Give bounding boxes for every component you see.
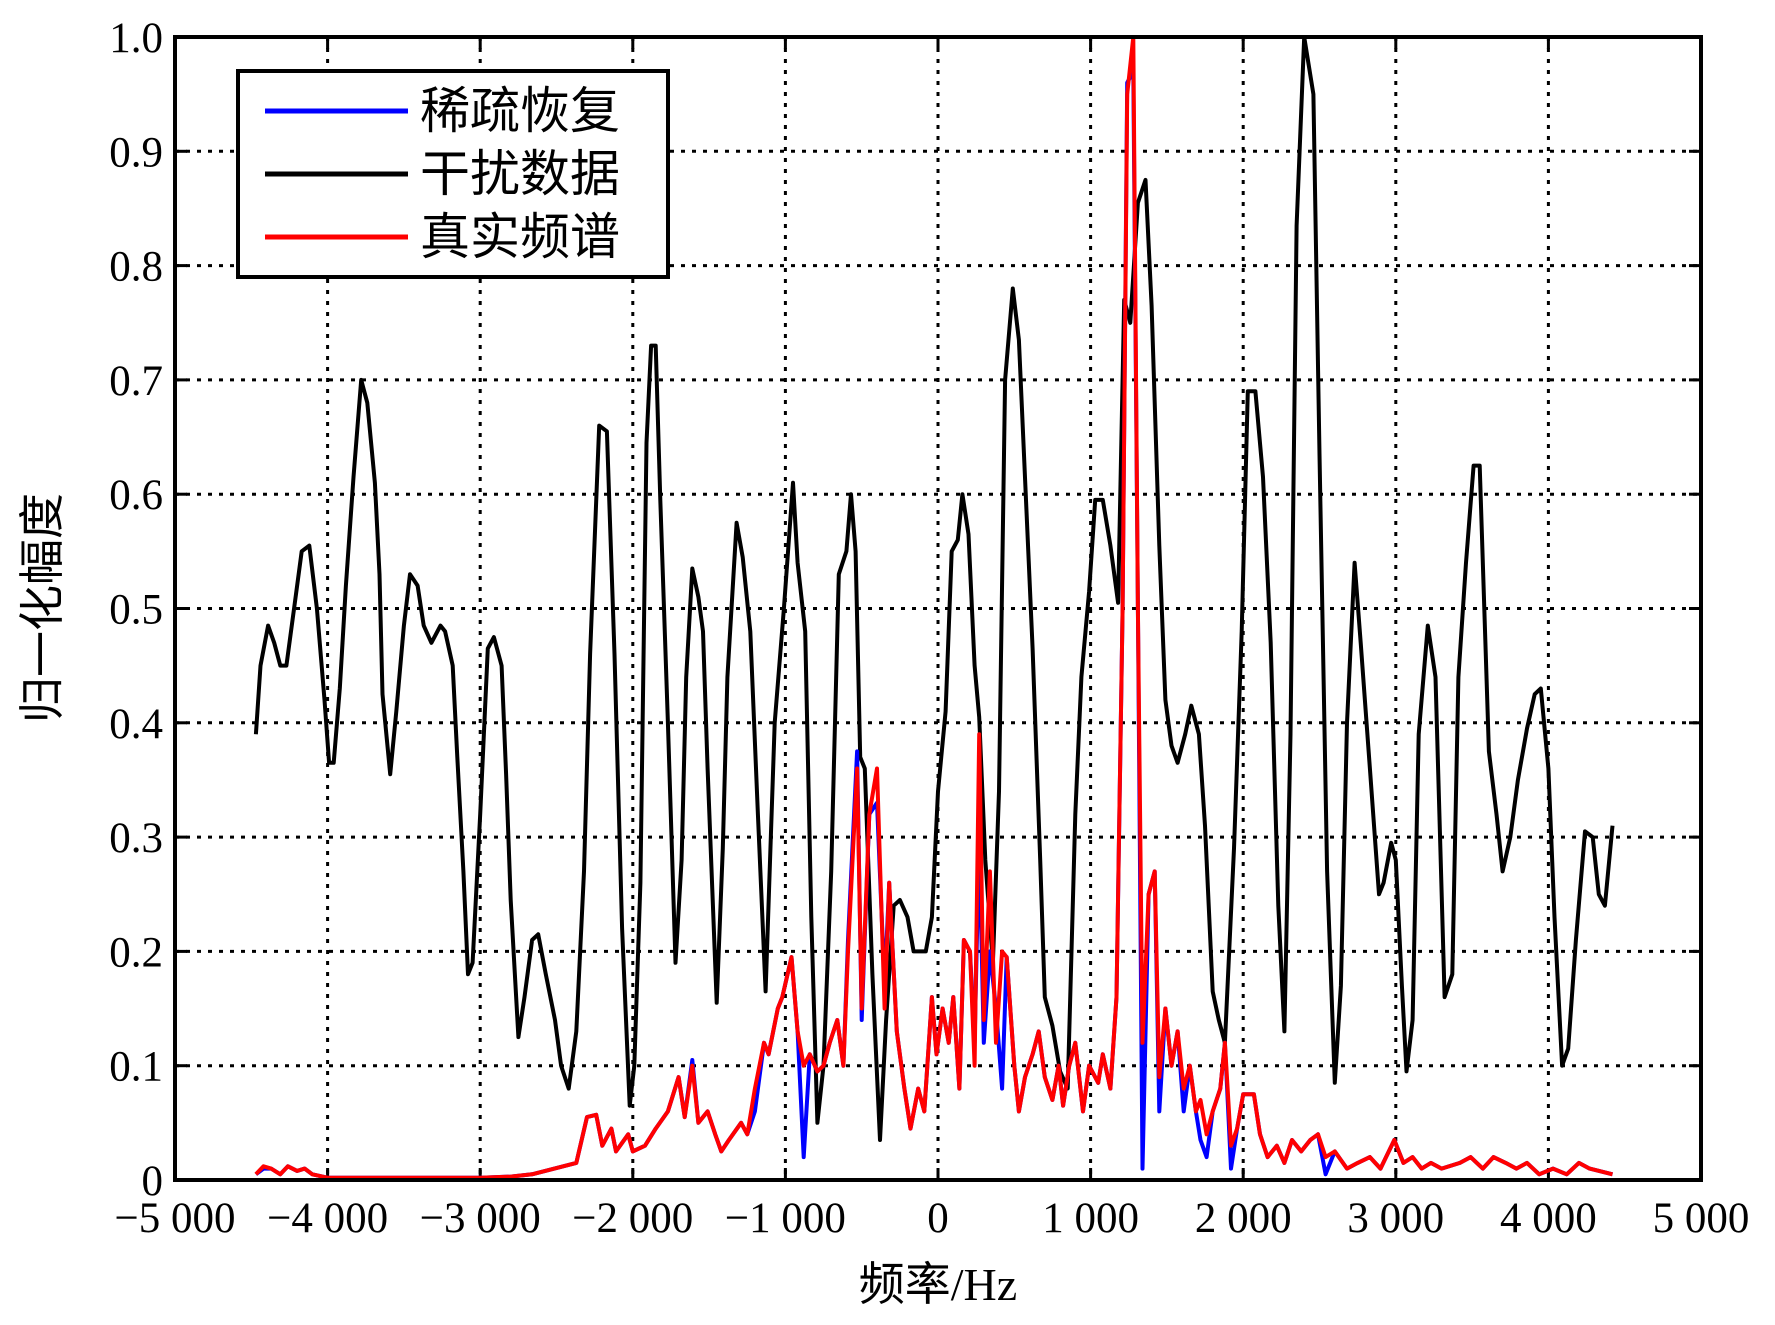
x-tick-label: −2 000 (572, 1195, 693, 1242)
plot-frame (173, 35, 1703, 1182)
y-tick-label: 0.3 (109, 815, 163, 862)
y-tick-label: 0.4 (109, 701, 163, 748)
y-tick-label: 0.8 (109, 244, 163, 291)
y-tick-label: 0.9 (109, 129, 163, 176)
y-tick-label: 0 (142, 1158, 164, 1205)
series-line (254, 35, 1613, 1180)
x-axis-label: 频率/Hz (859, 1259, 1017, 1310)
x-tick-label: 0 (927, 1195, 949, 1242)
x-tick-label: 2 000 (1195, 1195, 1292, 1242)
legend-label: 真实频谱 (420, 209, 620, 265)
y-tick-label: 0.1 (109, 1044, 163, 1091)
y-tick-label: 0.7 (109, 358, 163, 405)
x-tick-label: 3 000 (1347, 1195, 1444, 1242)
y-tick-label: 0.5 (109, 587, 163, 634)
x-tick-label: −4 000 (267, 1195, 388, 1242)
y-axis-label: 归一化幅度 (17, 493, 68, 723)
series-line (253, 35, 1615, 1142)
x-tick-label: −5 000 (114, 1195, 235, 1242)
y-tick-label: 1.0 (109, 15, 163, 62)
legend-label: 干扰数据 (420, 146, 620, 202)
y-tick-label: 0.2 (109, 929, 163, 976)
x-tick-label: 4 000 (1500, 1195, 1597, 1242)
x-tick-label: −3 000 (420, 1195, 541, 1242)
x-tick-label: −1 000 (725, 1195, 846, 1242)
x-tick-label: 5 000 (1653, 1195, 1750, 1242)
x-tick-label: 1 000 (1042, 1195, 1139, 1242)
legend-label: 稀疏恢复 (420, 83, 620, 139)
y-tick-label: 0.6 (109, 472, 163, 519)
